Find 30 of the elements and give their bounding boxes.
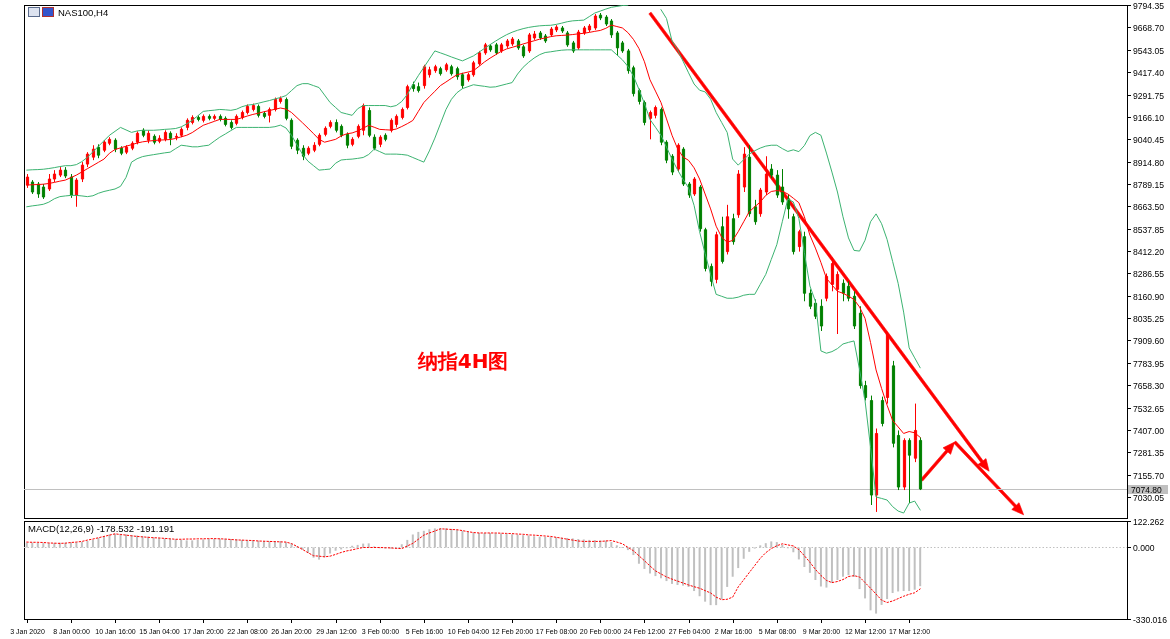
y-tick-label: 0.000 <box>1133 542 1155 553</box>
y-tick-label: 9543.05 <box>1133 45 1165 56</box>
annotation: 纳指4H图 <box>416 349 509 374</box>
y-tick-label: 7407.00 <box>1133 425 1165 436</box>
chart-title: NAS100,H4 <box>58 6 109 18</box>
y-tick-label: -330.016 <box>1133 614 1168 625</box>
y-tick-label: 9794.35 <box>1133 0 1165 11</box>
y-tick-label: 9291.75 <box>1133 90 1165 101</box>
y-tick-label: 9417.40 <box>1133 67 1165 78</box>
y-tick-label: 9166.10 <box>1133 112 1165 123</box>
y-tick-label: 7155.70 <box>1133 470 1165 481</box>
y-tick-label: 8035.25 <box>1133 313 1165 324</box>
y-tick-label: 8537.85 <box>1133 224 1165 235</box>
y-tick-label: 8663.50 <box>1133 201 1165 212</box>
ref-line-label: 7074.80 <box>1131 484 1162 495</box>
y-tick-label: 7281.35 <box>1133 447 1165 458</box>
y-tick-label: 7532.65 <box>1133 403 1165 414</box>
y-tick-label: 8286.55 <box>1133 268 1165 279</box>
y-tick-label: 9668.70 <box>1133 22 1165 33</box>
chart-title: MACD(12,26,9) -178.532 -191.191 <box>28 522 175 534</box>
y-tick-label: 8789.15 <box>1133 179 1165 190</box>
y-tick-label: 122.262 <box>1133 516 1165 527</box>
y-tick-label: 8914.80 <box>1133 157 1165 168</box>
y-tick-label: 9040.45 <box>1133 134 1165 145</box>
y-tick-label: 7030.05 <box>1133 492 1165 503</box>
y-tick-label: 7658.30 <box>1133 380 1165 391</box>
y-tick-label: 8412.20 <box>1133 246 1165 257</box>
y-tick-label: 7909.60 <box>1133 335 1165 346</box>
y-tick-label: 8160.90 <box>1133 291 1165 302</box>
y-tick-label: 7783.95 <box>1133 358 1165 369</box>
